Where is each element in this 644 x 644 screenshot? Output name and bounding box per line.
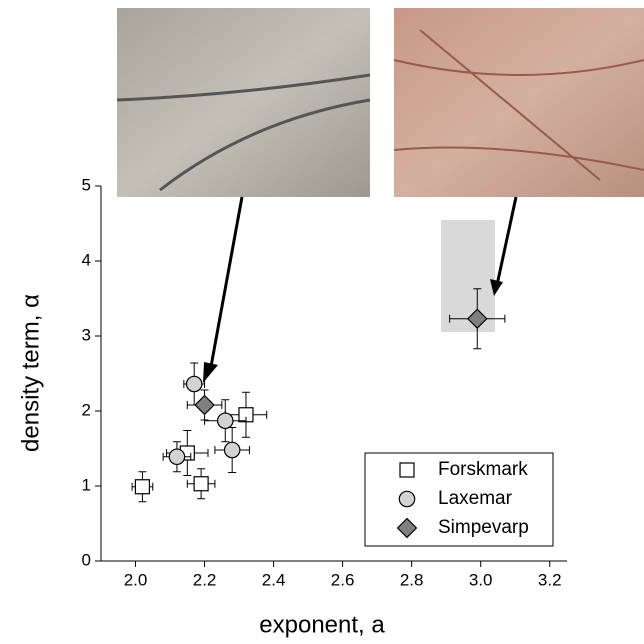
y-axis-label: density term, α [17, 294, 44, 452]
highlight-box [441, 220, 495, 332]
legend-label: Simpevarp [438, 517, 529, 538]
photo [117, 8, 370, 197]
y-tick-label: 0 [82, 550, 91, 569]
x-tick-label: 2.6 [331, 570, 355, 589]
legend-marker [399, 462, 415, 478]
point [216, 412, 234, 430]
point [134, 479, 151, 495]
x-tick-label: 2.8 [400, 570, 424, 589]
y-tick-label: 2 [82, 400, 91, 419]
legend-label: Laxemar [438, 488, 513, 509]
x-tick-label: 2.2 [193, 570, 217, 589]
legend [364, 452, 554, 547]
photo-crack [393, 29, 644, 181]
y-tick-label: 3 [82, 325, 91, 344]
photo [394, 8, 644, 197]
point [223, 441, 241, 459]
x-tick-label: 3.0 [469, 570, 493, 589]
arrow [208, 196, 244, 373]
photo-crack [116, 73, 371, 192]
point [185, 375, 203, 393]
point [193, 476, 209, 492]
legend-marker [398, 490, 416, 508]
y-tick-label: 5 [82, 175, 91, 194]
legend-marker [396, 517, 418, 539]
y-tick-label: 4 [82, 250, 91, 269]
point [466, 308, 488, 330]
arrowhead [203, 362, 218, 383]
x-tick-label: 2.0 [124, 570, 148, 589]
x-tick-label: 2.4 [262, 570, 286, 589]
x-axis-label: exponent, a [259, 611, 385, 638]
point [168, 448, 186, 466]
point [194, 394, 215, 416]
arrowhead [490, 279, 503, 296]
arrow [495, 196, 518, 286]
legend-label: Forskmark [438, 459, 528, 480]
x-tick-label: 3.2 [538, 570, 562, 589]
y-tick-label: 1 [82, 475, 91, 494]
